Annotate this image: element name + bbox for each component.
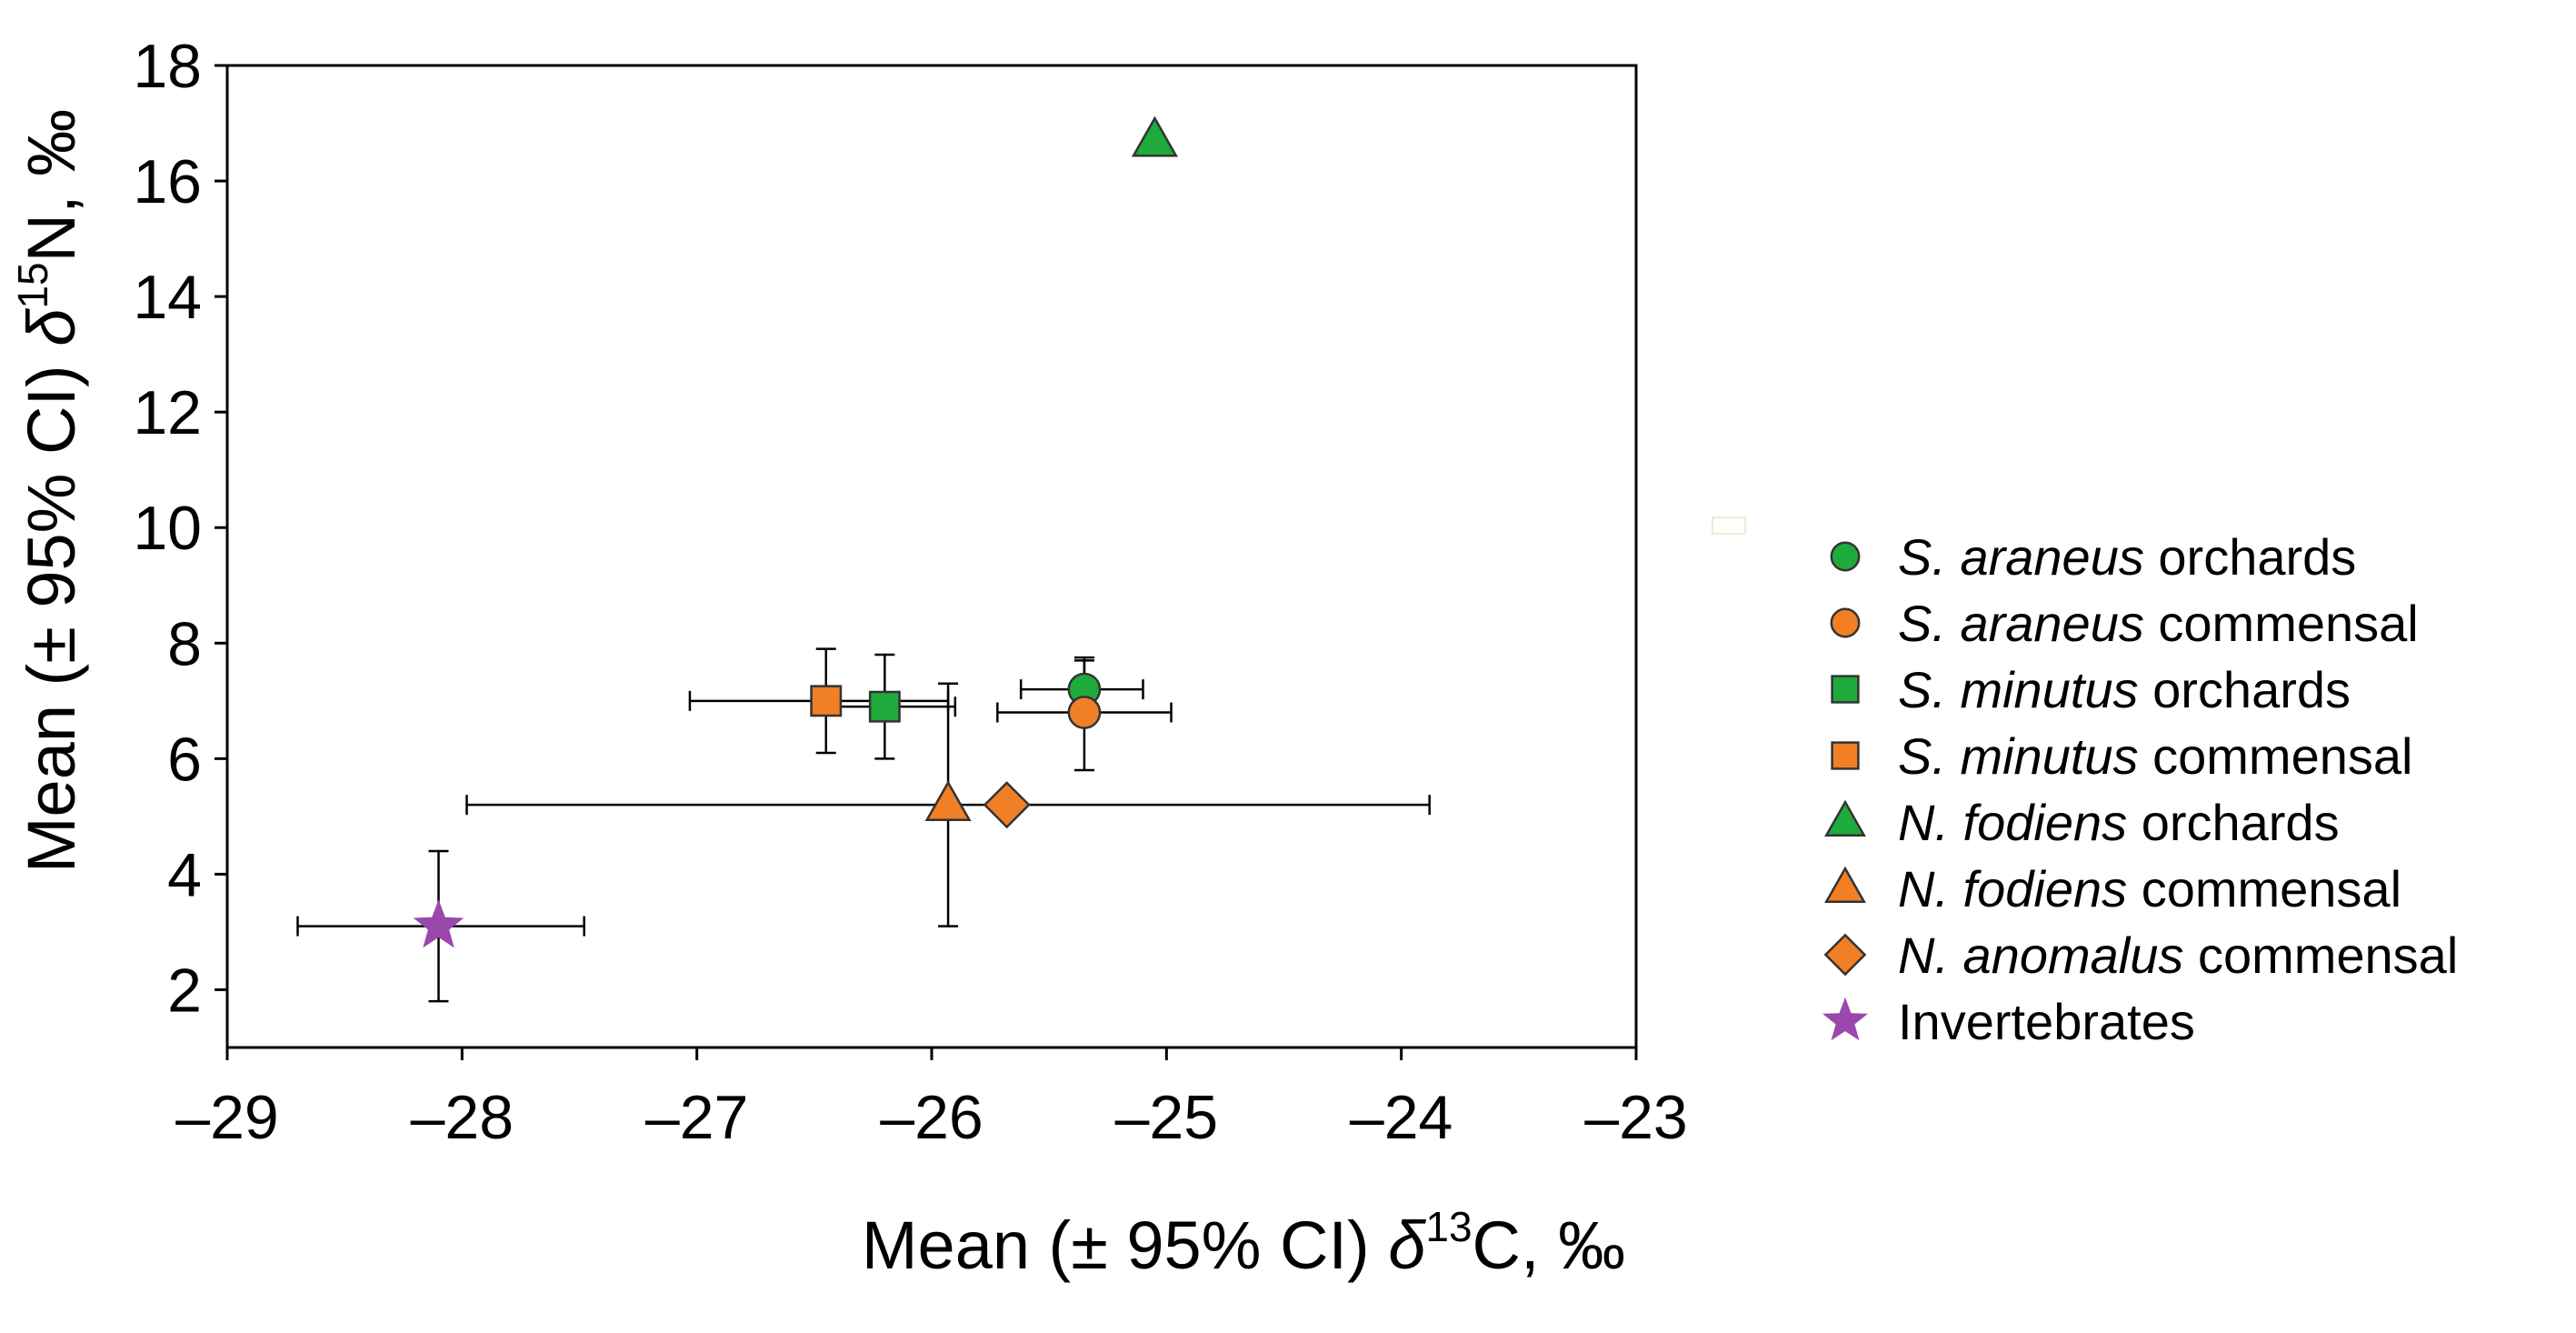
data-point-circle bbox=[1067, 696, 1102, 729]
y-axis-title-superscript: 15 bbox=[9, 262, 56, 308]
legend-species: S. minutus bbox=[1898, 661, 2139, 718]
legend-species: S. araneus bbox=[1898, 528, 2144, 586]
legend-group: orchards bbox=[2142, 794, 2340, 851]
legend-marker-square bbox=[1831, 675, 1860, 704]
legend-marker-square bbox=[1831, 741, 1860, 770]
data-point-triangle bbox=[924, 780, 972, 822]
legend-label: S. araneus commensal bbox=[1898, 595, 2419, 652]
data-point-triangle bbox=[1131, 115, 1178, 157]
x-axis-title: Mean (± 95% CI) δ13C, ‰ bbox=[862, 1203, 1625, 1283]
y-axis-title: Mean (± 95% CI) δ15N, ‰ bbox=[9, 109, 89, 873]
legend-label: N. anomalus commensal bbox=[1898, 927, 2458, 984]
x-axis-title-symbol: δ bbox=[1388, 1208, 1426, 1283]
y-axis-title-pre: Mean (± 95% CI) bbox=[14, 346, 89, 873]
legend-marker-star bbox=[1822, 997, 1868, 1041]
x-axis: –29 –28 –27 –26 –25 –24 –23 bbox=[175, 1047, 1688, 1152]
legend-label: S. araneus orchards bbox=[1898, 528, 2356, 586]
y-tick-label: 2 bbox=[167, 956, 202, 1025]
legend-group: orchards bbox=[2152, 661, 2351, 718]
y-tick-label: 16 bbox=[133, 147, 202, 216]
x-axis-title-superscript: 13 bbox=[1425, 1203, 1472, 1250]
legend-marker-triangle bbox=[1824, 799, 1866, 837]
legend-marker-diamond bbox=[1823, 933, 1867, 977]
legend-group: commensal bbox=[2142, 860, 2401, 917]
y-tick-label: 12 bbox=[133, 378, 202, 447]
legend-species: N. anomalus bbox=[1898, 927, 2183, 984]
legend-marker-triangle bbox=[1824, 866, 1866, 904]
legend-marker-circle bbox=[1830, 607, 1861, 638]
x-axis-title-post: C, ‰ bbox=[1473, 1208, 1626, 1283]
y-tick-label: 10 bbox=[133, 494, 202, 563]
legend-label: S. minutus orchards bbox=[1898, 661, 2351, 718]
legend-group: commensal bbox=[2198, 927, 2458, 984]
x-axis-title-pre: Mean (± 95% CI) bbox=[862, 1208, 1388, 1283]
x-tick-label: –26 bbox=[880, 1083, 983, 1152]
x-tick-label: –23 bbox=[1584, 1083, 1687, 1152]
y-axis-title-symbol: δ bbox=[14, 308, 89, 346]
y-axis: 2 4 6 8 10 12 14 16 18 bbox=[133, 32, 227, 1025]
legend-species: S. minutus bbox=[1898, 727, 2139, 785]
y-axis-title-post: N, ‰ bbox=[14, 109, 89, 263]
y-tick-label: 8 bbox=[167, 609, 202, 678]
x-tick-label: –25 bbox=[1115, 1083, 1218, 1152]
legend-group: commensal bbox=[2158, 595, 2418, 652]
y-tick-label: 6 bbox=[167, 725, 202, 794]
legend-label: S. minutus commensal bbox=[1898, 727, 2412, 785]
legend-species: N. fodiens bbox=[1898, 860, 2127, 917]
x-tick-label: –27 bbox=[645, 1083, 748, 1152]
legend-group: Invertebrates bbox=[1898, 993, 2195, 1050]
x-tick-label: –29 bbox=[175, 1083, 278, 1152]
legend-species: N. fodiens bbox=[1898, 794, 2127, 851]
error-bars bbox=[296, 647, 1431, 1003]
y-tick-label: 18 bbox=[133, 32, 202, 101]
legend-label: N. fodiens commensal bbox=[1898, 860, 2401, 917]
legend-marker-circle bbox=[1830, 541, 1861, 572]
legend-group: commensal bbox=[2152, 727, 2412, 785]
data-point-diamond bbox=[983, 781, 1031, 829]
legend-species: S. araneus bbox=[1898, 595, 2144, 652]
legend-label: N. fodiens orchards bbox=[1898, 794, 2340, 851]
data-point-square bbox=[810, 685, 843, 717]
x-tick-label: –24 bbox=[1350, 1083, 1453, 1152]
y-tick-label: 4 bbox=[167, 840, 202, 909]
x-tick-label: –28 bbox=[411, 1083, 514, 1152]
data-point-square bbox=[868, 690, 901, 723]
legend-handle-decoration bbox=[1712, 516, 1746, 535]
legend-group: orchards bbox=[2158, 528, 2356, 586]
data-point-star bbox=[413, 899, 464, 948]
data-points bbox=[413, 115, 1178, 948]
y-tick-label: 14 bbox=[133, 263, 202, 332]
legend-label: Invertebrates bbox=[1898, 993, 2195, 1050]
